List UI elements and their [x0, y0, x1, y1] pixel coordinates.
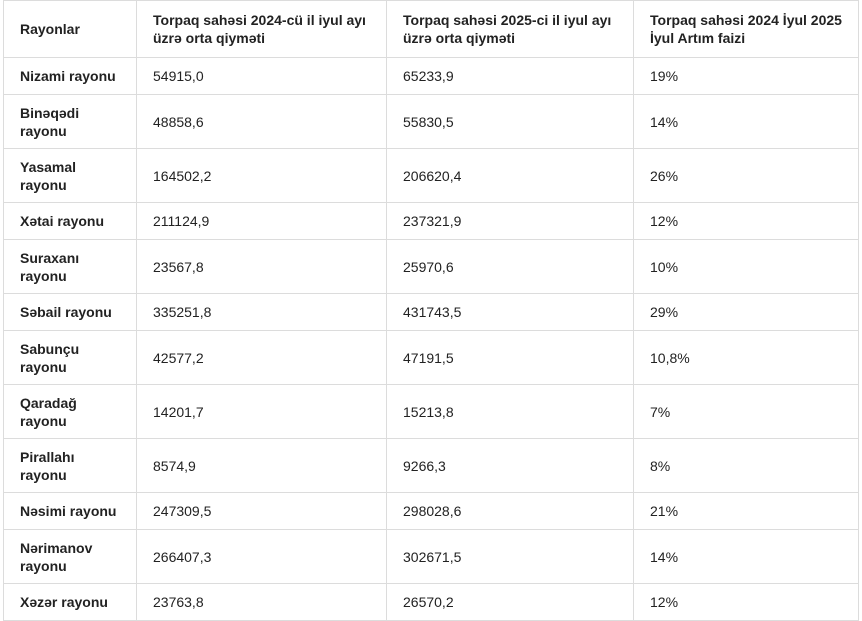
district-cell: Suraxanı rayonu: [3, 239, 137, 294]
price-2024-cell: 42577,2: [136, 330, 387, 385]
district-cell: Sabunçu rayonu: [3, 330, 137, 385]
growth-cell: 10,8%: [633, 330, 859, 385]
price-2025-cell: 298028,6: [386, 492, 634, 530]
price-2024-cell: 335251,8: [136, 293, 387, 331]
growth-cell: 26%: [633, 148, 859, 203]
table-row: Səbail rayonu 335251,8 431743,5 29%: [3, 293, 859, 331]
price-2025-cell: 65233,9: [386, 57, 634, 95]
price-2025-cell: 15213,8: [386, 384, 634, 439]
growth-cell: 29%: [633, 293, 859, 331]
table-row: Suraxanı rayonu 23567,8 25970,6 10%: [3, 239, 859, 294]
price-2025-cell: 55830,5: [386, 94, 634, 149]
district-cell: Səbail rayonu: [3, 293, 137, 331]
growth-cell: 12%: [633, 202, 859, 240]
price-2024-cell: 266407,3: [136, 529, 387, 584]
table-row: Yasamal rayonu 164502,2 206620,4 26%: [3, 148, 859, 203]
price-2024-cell: 23567,8: [136, 239, 387, 294]
growth-cell: 21%: [633, 492, 859, 530]
price-2025-cell: 47191,5: [386, 330, 634, 385]
table-row: Qaradağ rayonu 14201,7 15213,8 7%: [3, 384, 859, 439]
district-cell: Pirallahı rayonu: [3, 438, 137, 493]
header-price-2024: Torpaq sahəsi 2024-cü il iyul ayı üzrə o…: [136, 0, 387, 58]
growth-cell: 19%: [633, 57, 859, 95]
growth-cell: 10%: [633, 239, 859, 294]
table-row: Nəsimi rayonu 247309,5 298028,6 21%: [3, 492, 859, 530]
price-2025-cell: 431743,5: [386, 293, 634, 331]
header-price-2025: Torpaq sahəsi 2025-ci il iyul ayı üzrə o…: [386, 0, 634, 58]
growth-cell: 14%: [633, 529, 859, 584]
header-growth-percent: Torpaq sahəsi 2024 İyul 2025 İyul Artım …: [633, 0, 859, 58]
district-cell: Nizami rayonu: [3, 57, 137, 95]
district-cell: Nərimanov rayonu: [3, 529, 137, 584]
price-2024-cell: 48858,6: [136, 94, 387, 149]
header-district: Rayonlar: [3, 0, 137, 58]
price-2025-cell: 9266,3: [386, 438, 634, 493]
table-row: Sabunçu rayonu 42577,2 47191,5 10,8%: [3, 330, 859, 385]
price-2025-cell: 206620,4: [386, 148, 634, 203]
price-2025-cell: 237321,9: [386, 202, 634, 240]
district-cell: Nəsimi rayonu: [3, 492, 137, 530]
price-2025-cell: 25970,6: [386, 239, 634, 294]
price-table: Rayonlar Torpaq sahəsi 2024-cü il iyul a…: [3, 0, 859, 621]
table-row: Xətai rayonu 211124,9 237321,9 12%: [3, 202, 859, 240]
district-cell: Binəqədi rayonu: [3, 94, 137, 149]
growth-cell: 7%: [633, 384, 859, 439]
price-2025-cell: 302671,5: [386, 529, 634, 584]
growth-cell: 8%: [633, 438, 859, 493]
growth-cell: 14%: [633, 94, 859, 149]
price-2024-cell: 54915,0: [136, 57, 387, 95]
table-row: Nizami rayonu 54915,0 65233,9 19%: [3, 57, 859, 95]
district-cell: Yasamal rayonu: [3, 148, 137, 203]
table-row: Pirallahı rayonu 8574,9 9266,3 8%: [3, 438, 859, 493]
district-cell: Xətai rayonu: [3, 202, 137, 240]
price-2024-cell: 164502,2: [136, 148, 387, 203]
price-2024-cell: 14201,7: [136, 384, 387, 439]
header-row: Rayonlar Torpaq sahəsi 2024-cü il iyul a…: [3, 0, 859, 58]
table-row: Nərimanov rayonu 266407,3 302671,5 14%: [3, 529, 859, 584]
price-2024-cell: 211124,9: [136, 202, 387, 240]
district-cell: Qaradağ rayonu: [3, 384, 137, 439]
price-2024-cell: 247309,5: [136, 492, 387, 530]
price-2024-cell: 8574,9: [136, 438, 387, 493]
table-row: Binəqədi rayonu 48858,6 55830,5 14%: [3, 94, 859, 149]
